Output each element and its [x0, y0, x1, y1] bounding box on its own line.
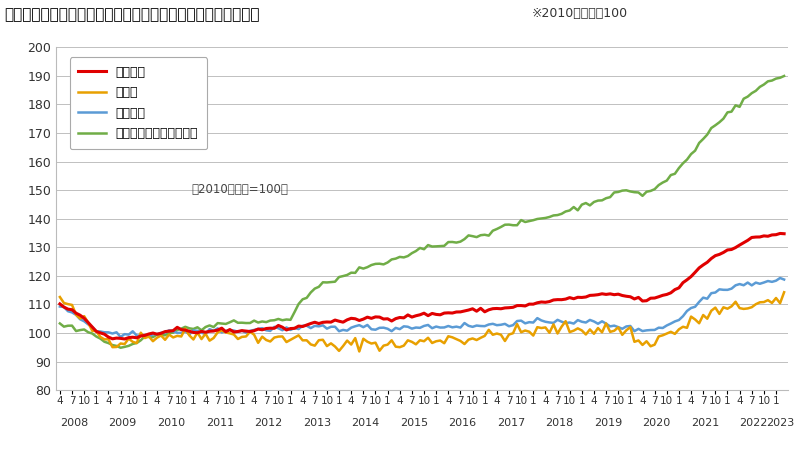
住宅地: [779, 290, 789, 295]
Text: 2013: 2013: [302, 418, 331, 428]
マンション（区分所有）: [702, 132, 712, 137]
Text: 2017: 2017: [497, 418, 525, 428]
住宅総合: [779, 231, 789, 236]
住宅総合: [209, 328, 218, 334]
Text: ※2010年平均＝100: ※2010年平均＝100: [532, 7, 628, 20]
Text: 2011: 2011: [206, 418, 234, 428]
戸建住宅: [55, 304, 65, 309]
住宅地: [140, 336, 150, 341]
住宅地: [55, 295, 65, 300]
Text: （2010年平均=100）: （2010年平均=100）: [191, 183, 288, 196]
マンション（区分所有）: [144, 334, 154, 340]
Text: 2020: 2020: [642, 418, 670, 428]
マンション（区分所有）: [779, 73, 789, 78]
戸建住宅: [779, 277, 789, 282]
住宅地: [205, 338, 214, 343]
Line: 戸建住宅: 戸建住宅: [60, 278, 784, 337]
住宅総合: [67, 307, 77, 313]
住宅地: [330, 344, 340, 349]
Text: 2021: 2021: [691, 418, 719, 428]
住宅総合: [55, 301, 65, 307]
住宅地: [759, 299, 769, 305]
Line: 住宅地: 住宅地: [60, 292, 784, 351]
住宅総合: [334, 318, 344, 324]
マンション（区分所有）: [209, 324, 218, 330]
Legend: 住宅総合, 住宅地, 戸建住宅, マンション（区分所有）: 住宅総合, 住宅地, 戸建住宅, マンション（区分所有）: [70, 57, 207, 149]
住宅総合: [775, 231, 785, 236]
戸建住宅: [209, 328, 218, 333]
戸建住宅: [140, 332, 150, 338]
Text: 2016: 2016: [448, 418, 477, 428]
マンション（区分所有）: [334, 274, 344, 280]
マンション（区分所有）: [759, 82, 769, 87]
マンション（区分所有）: [55, 321, 65, 326]
戸建住宅: [334, 328, 344, 334]
戸建住宅: [702, 296, 712, 301]
Line: 住宅総合: 住宅総合: [60, 234, 784, 339]
住宅地: [67, 302, 77, 308]
Line: マンション（区分所有）: マンション（区分所有）: [60, 76, 784, 348]
Text: 2019: 2019: [594, 418, 622, 428]
Text: ＜不動産価格指数（住宅）（令和５年３月分・季節調整値）＞: ＜不動産価格指数（住宅）（令和５年３月分・季節調整値）＞: [4, 7, 259, 22]
Text: 2015: 2015: [400, 418, 428, 428]
住宅総合: [759, 233, 769, 239]
戸建住宅: [759, 280, 769, 285]
戸建住宅: [144, 334, 154, 340]
住宅総合: [144, 331, 154, 336]
Text: 2010: 2010: [157, 418, 186, 428]
住宅総合: [702, 260, 712, 265]
Text: 2023: 2023: [766, 418, 794, 428]
Text: 2014: 2014: [351, 418, 379, 428]
Text: 2012: 2012: [254, 418, 282, 428]
Text: 2022: 2022: [739, 418, 768, 428]
Text: 2009: 2009: [109, 418, 137, 428]
住宅総合: [120, 336, 130, 342]
Text: 2008: 2008: [60, 418, 88, 428]
マンション（区分所有）: [116, 345, 126, 350]
Text: 2018: 2018: [546, 418, 574, 428]
戸建住宅: [775, 275, 785, 281]
マンション（区分所有）: [67, 323, 77, 328]
戸建住宅: [67, 310, 77, 315]
住宅地: [354, 349, 364, 354]
住宅地: [702, 316, 712, 322]
